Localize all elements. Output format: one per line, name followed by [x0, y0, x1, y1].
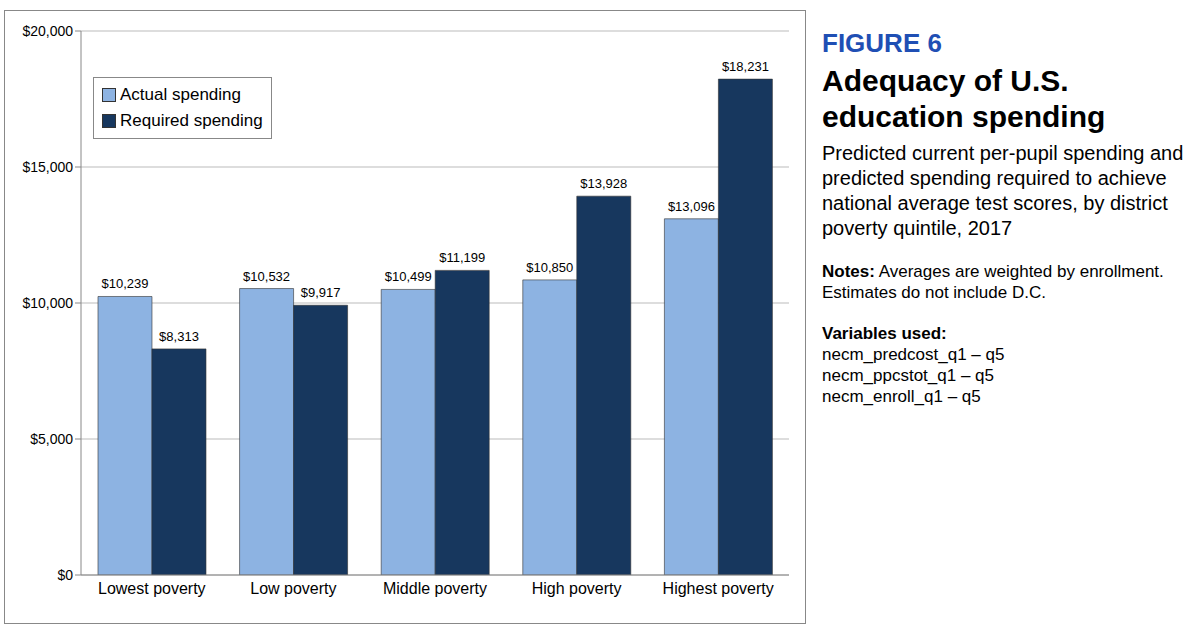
- html-text:Required spending: Required spending: [120, 111, 263, 130]
- svg-text:$0: $0: [57, 567, 73, 583]
- svg-text:$11,199: $11,199: [439, 250, 485, 265]
- svg-text:$20,000: $20,000: [22, 23, 73, 39]
- svg-text:High poverty: High poverty: [532, 580, 622, 597]
- svg-text:Highest poverty: Highest poverty: [663, 580, 774, 597]
- svg-text:$18,231: $18,231: [722, 59, 769, 74]
- svg-text:Low poverty: Low poverty: [250, 580, 336, 597]
- svg-text:$10,850: $10,850: [526, 260, 573, 275]
- svg-text:$13,096: $13,096: [668, 199, 715, 214]
- html-text:necm_predcost_q1 – q5: necm_predcost_q1 – q5: [822, 345, 1005, 364]
- html-text:Predicted current per-pupil sp: Predicted current per-pupil spending and…: [822, 142, 1184, 239]
- svg-text:$9,917: $9,917: [301, 285, 341, 300]
- svg-text:$15,000: $15,000: [22, 159, 73, 175]
- html-text:Adequacy of U.S. education spe: Adequacy of U.S. education spending: [822, 64, 1106, 133]
- html-text:necm_ppcstot_q1 – q5: necm_ppcstot_q1 – q5: [822, 366, 994, 385]
- svg-text:$10,532: $10,532: [243, 269, 290, 284]
- html-text:Notes: Averages are weighted b: Notes: Averages are weighted by enrollme…: [822, 262, 1164, 302]
- svg-text:$13,928: $13,928: [580, 176, 627, 191]
- svg-text:Middle poverty: Middle poverty: [383, 580, 487, 597]
- svg-text:$10,000: $10,000: [22, 295, 73, 311]
- svg-text:$8,313: $8,313: [159, 329, 199, 344]
- html-text:Variables used:: Variables used:: [822, 324, 947, 343]
- svg-text:$10,499: $10,499: [385, 269, 432, 284]
- svg-text:$10,239: $10,239: [101, 276, 148, 291]
- svg-text:Lowest poverty: Lowest poverty: [98, 580, 206, 597]
- html-text:Actual spending: Actual spending: [120, 85, 241, 104]
- html-text:necm_enroll_q1 – q5: necm_enroll_q1 – q5: [822, 387, 981, 406]
- svg-text:$5,000: $5,000: [30, 431, 73, 447]
- html-text:FIGURE 6: FIGURE 6: [822, 28, 942, 58]
